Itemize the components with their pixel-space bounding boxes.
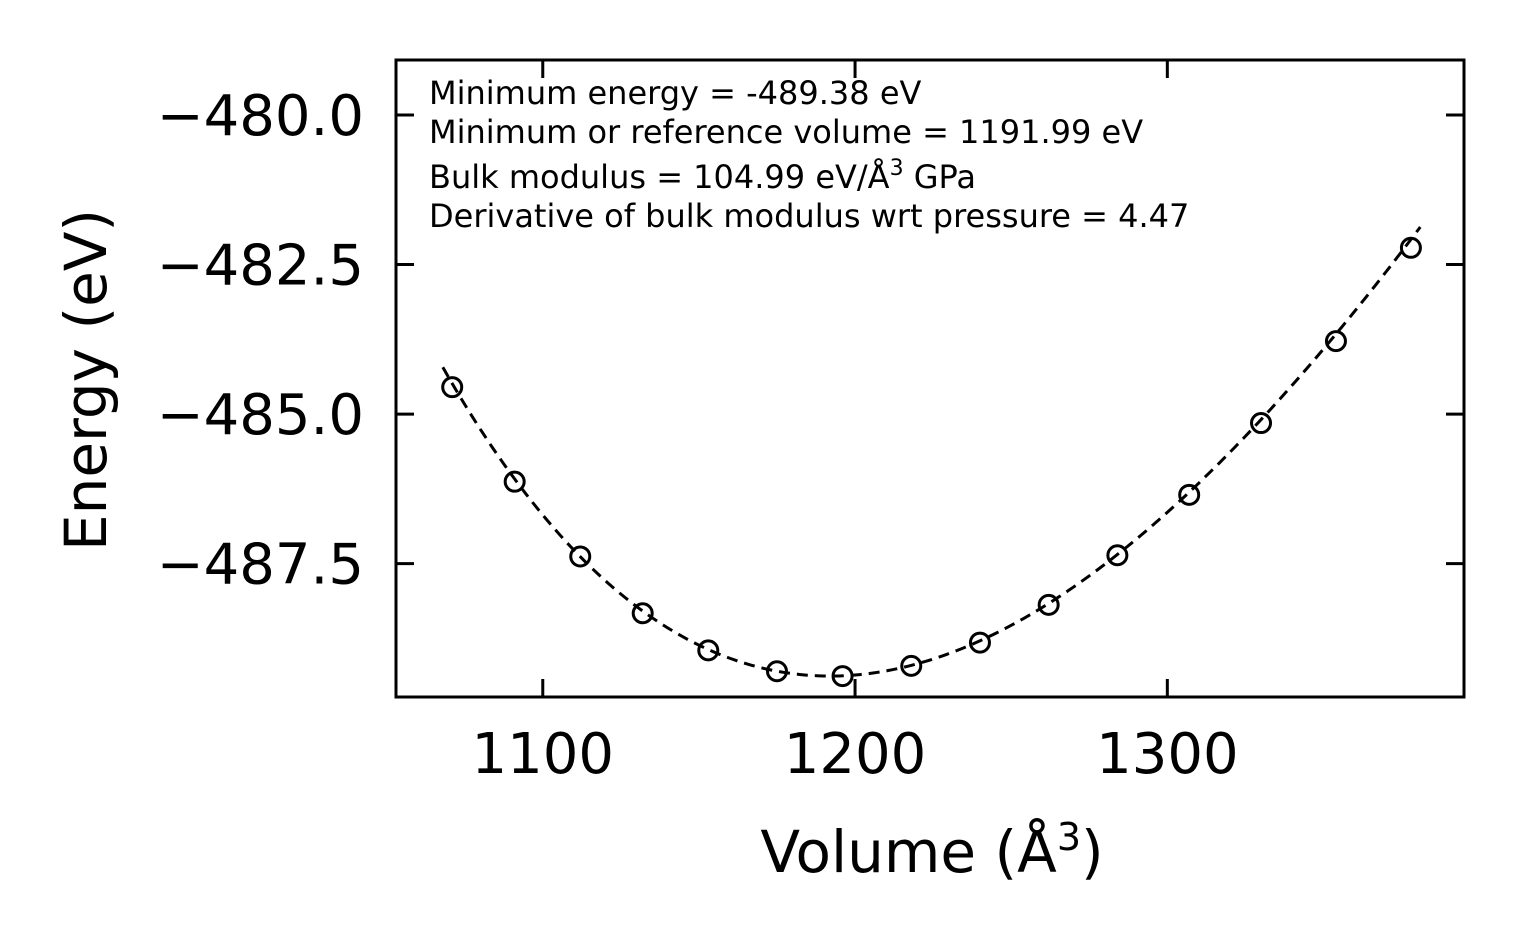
data-point (503, 470, 526, 493)
data-point (1037, 593, 1060, 616)
data-point (1399, 236, 1422, 259)
plot-area-frame (394, 58, 1466, 699)
data-point (697, 639, 720, 662)
x-axis-label: Volume (Å3) (760, 815, 1103, 886)
data-point (631, 602, 654, 625)
tick-labels-layer: 1100 1200 1300 −480.0 −482.5 −485.0 −487.5 (157, 84, 1239, 787)
annotation-min-volume: Minimum or reference volume = 1191.99 eV (429, 113, 1143, 151)
x-tick-label: 1100 (472, 722, 615, 787)
x-axis-label-close: ) (1081, 818, 1104, 886)
data-point (765, 660, 788, 683)
annotation-bulk-modulus: Bulk modulus = 104.99 eV/Å3 GPa (429, 156, 976, 196)
y-tick-label: −480.0 (157, 84, 364, 149)
y-tick-label: −485.0 (157, 383, 364, 448)
data-point (1178, 483, 1201, 506)
annotation-bulk-modulus-text: Bulk modulus = 104.99 eV/Å (429, 158, 890, 196)
data-point (831, 665, 854, 688)
x-axis-label-sup: 3 (1057, 815, 1081, 859)
tick-marks-layer (396, 60, 1464, 697)
annotation-block: Minimum energy = -489.38 eV Minimum or r… (429, 74, 1189, 235)
data-point (1324, 330, 1347, 353)
data-point (968, 631, 991, 654)
y-tick-label: −482.5 (157, 234, 364, 299)
annotation-min-energy: Minimum energy = -489.38 eV (429, 74, 922, 112)
fit-curve (441, 226, 1422, 678)
y-tick-label: −487.5 (157, 533, 364, 598)
data-point (1106, 544, 1129, 567)
data-point (441, 376, 464, 399)
x-tick-label: 1200 (784, 722, 927, 787)
x-tick-label: 1300 (1096, 722, 1239, 787)
data-point (569, 545, 592, 568)
annotation-bulk-modulus-tail: GPa (904, 158, 976, 196)
data-point (1250, 412, 1273, 435)
x-axis-label-text: Volume (Å (760, 817, 1057, 886)
y-axis-label: Energy (eV) (52, 209, 120, 551)
data-point (900, 654, 923, 677)
annotation-bulk-modulus-sup: 3 (890, 156, 904, 181)
fit-curve-layer (441, 226, 1422, 678)
data-points-layer (441, 236, 1422, 688)
annotation-bulk-derivative: Derivative of bulk modulus wrt pressure … (429, 197, 1189, 235)
